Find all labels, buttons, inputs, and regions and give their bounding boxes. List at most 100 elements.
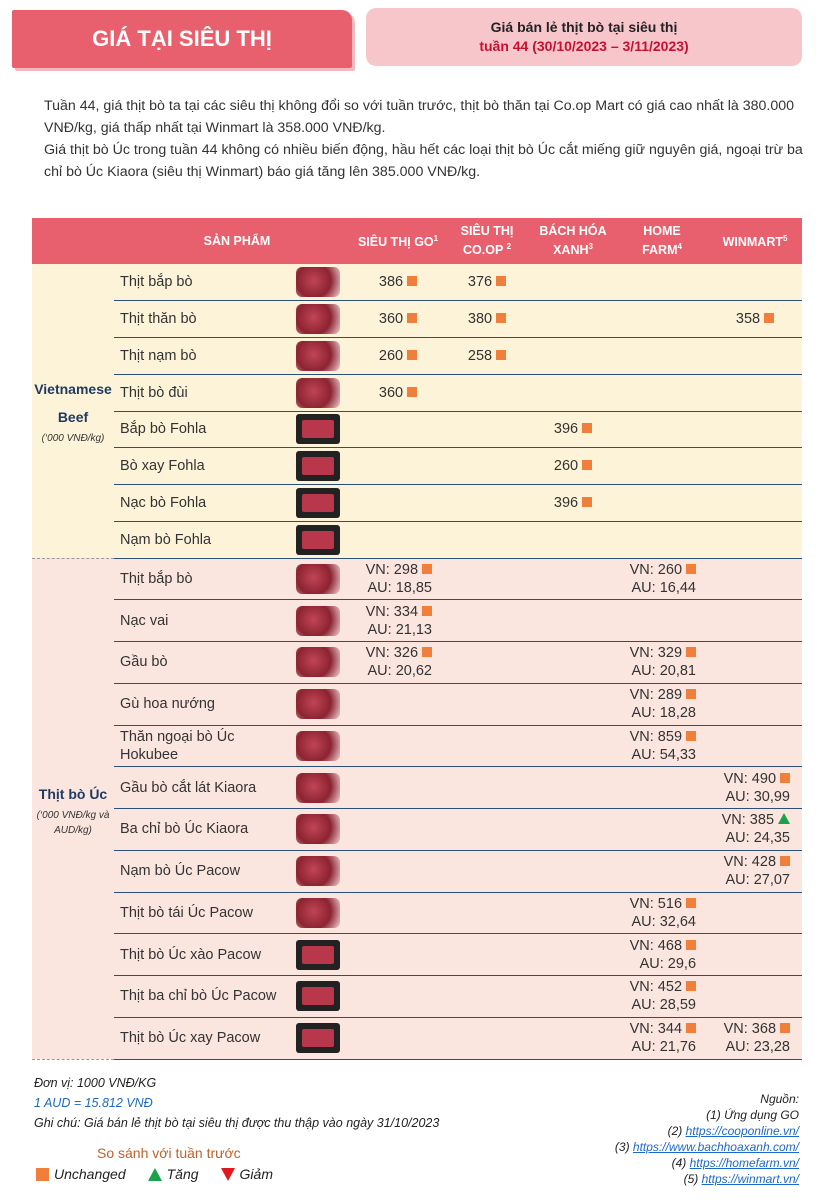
winmart-price [708,374,803,412]
price-vn-value: VN: 428 [723,854,777,871]
source-5-link[interactable]: https://winmart.vn/ [701,1172,799,1186]
footer-note: Ghi chú: Giá bán lẻ thịt bò tại siêu thị… [34,1116,440,1130]
go-price [352,892,445,935]
product-cell: Bắp bò Fohla [114,411,353,449]
coop-price [444,374,531,412]
price-vn-value: VN: 468 [629,937,683,954]
unchanged-square-icon [496,349,507,360]
source-3: (3) https://www.bachhoaxanh.com/ [615,1139,799,1155]
product-name: Thịt bắp bò [120,570,193,587]
table-row: Gầu bò cắt lát Kiaora VN: 490 AU: 30,99 [32,766,803,809]
packaged-flank-photo-icon [296,524,341,555]
product-cell: Bò xay Fohla [114,447,353,485]
product-name: Gù hoa nướng [120,696,216,713]
header-bhx-sup: 3 [588,241,593,251]
product-cell: Thịt bò Úc xào Pacow [114,933,353,976]
price-vn-value: VN: 859 [629,728,683,745]
group-unit: (‘000 VNĐ/kg) [41,433,105,445]
bhx-price: 396 [530,411,617,449]
price-vn-value: VN: 289 [629,687,683,704]
price-value: 358 [735,311,761,328]
unchanged-square-icon [686,647,697,658]
rare-beef-photo-icon [296,897,341,928]
legend-up-label: Tăng [166,1166,199,1182]
product-name: Nạc vai [120,612,169,629]
price-au: AU: 30,99 [725,788,791,805]
go-price [352,411,445,449]
homefarm-price [616,374,709,412]
go-price: VN: 326 AU: 20,62 [352,641,445,684]
group-australian-beef: Thịt bò Úc (‘000 VNĐ/kg và AUD/kg) [32,558,114,1060]
group-vietnamese-beef: Vietnamese Beef (‘000 VNĐ/kg) [32,264,114,559]
grill-hump-photo-icon [296,689,341,720]
bhx-price [530,850,617,893]
unchanged-square-icon [407,313,418,324]
coop-price [444,850,531,893]
price-vn: VN: 344 [616,1020,708,1038]
price-au: AU: 23,28 [725,1039,791,1056]
legend-unchanged-label: Unchanged [54,1166,126,1182]
unchanged-square-icon [686,689,697,700]
product-cell: Thịt bắp bò [114,558,353,601]
header-coop-l1: SIÊU THỊ [460,223,514,238]
source-2-prefix: (2) [667,1124,686,1138]
price-vn: VN: 329 [616,644,708,662]
winmart-price [708,725,803,768]
price-vn: VN: 859 [616,728,708,746]
coop-price [444,808,531,851]
coop-price [444,599,531,642]
table-row: Thịt nạm bò 260 258 [32,337,803,375]
page-title: Giá bán lẻ thịt bò tại siêu thị [490,19,678,35]
price-vn: VN: 428 [708,853,802,871]
price-value: 396 [553,494,579,511]
table-header-row: SẢN PHẨM SIÊU THỊ GO1 SIÊU THỊ CO.OP 2 BÁ… [32,218,803,264]
source-2-link[interactable]: https://cooponline.vn/ [685,1124,799,1138]
go-price [352,447,445,485]
unchanged-square-icon [582,496,593,507]
product-cell: Ba chỉ bò Úc Kiaora [114,808,353,851]
unchanged-square-icon [686,730,697,741]
source-5: (5) https://winmart.vn/ [615,1171,799,1187]
table-row: Thịt bò tái Úc Pacow VN: 516 AU: 32,64 [32,892,803,935]
go-price: VN: 298 AU: 18,85 [352,558,445,601]
bhx-price [530,766,617,809]
header-hf-sup: 4 [677,241,682,251]
product-cell: Gù hoa nướng [114,683,353,726]
coop-price [444,447,531,485]
source-3-link[interactable]: https://www.bachhoaxanh.com/ [632,1140,799,1154]
page-subtitle: tuần 44 (30/10/2023 – 3/11/2023) [479,38,689,54]
group-unit-l1: (‘000 VNĐ/kg và [36,809,110,821]
header-coop-l2: CO.OP [463,243,504,258]
coop-price [444,766,531,809]
go-price: 360 [352,300,445,338]
homefarm-price [616,447,709,485]
price-vn-value: VN: 490 [723,770,777,787]
table-row: Nạc vai VN: 334 AU: 21,13 [32,599,803,642]
packaged-lean-beef-photo-icon [296,487,341,518]
bhx-price [530,1017,617,1060]
table-row: Thịt bò đùi 360 [32,374,803,412]
coop-price [444,1017,531,1060]
footer-notes: Đơn vị: 1000 VNĐ/KG 1 AUD = 15.812 VNĐ G… [34,1073,439,1133]
go-price [352,933,445,976]
product-name: Nạm bò Fohla [120,531,212,548]
price-table: SẢN PHẨM SIÊU THỊ GO1 SIÊU THỊ CO.OP 2 BÁ… [32,218,803,1060]
header-bhx: BÁCH HÓA XANH3 [530,218,617,264]
bhx-price [530,374,617,412]
source-4-link[interactable]: https://homefarm.vn/ [689,1156,799,1170]
header-product-label: SẢN PHẨM [203,233,271,248]
product-name: Thịt bò Úc xay Pacow [120,1030,261,1047]
coop-price: 380 [444,300,531,338]
product-cell: Gầu bò cắt lát Kiaora [114,766,353,809]
coop-price: 258 [444,337,531,375]
go-price [352,521,445,559]
price-vn-value: VN: 260 [629,561,683,578]
winmart-price [708,683,803,726]
coop-price [444,521,531,559]
group-name: Thịt bò Úc [38,785,108,802]
legend-up: Tăng [147,1166,199,1182]
price-value: 386 [378,274,404,291]
coop-price: 376 [444,264,531,302]
price-vn-value: VN: 344 [629,1021,683,1038]
homefarm-price [616,411,709,449]
